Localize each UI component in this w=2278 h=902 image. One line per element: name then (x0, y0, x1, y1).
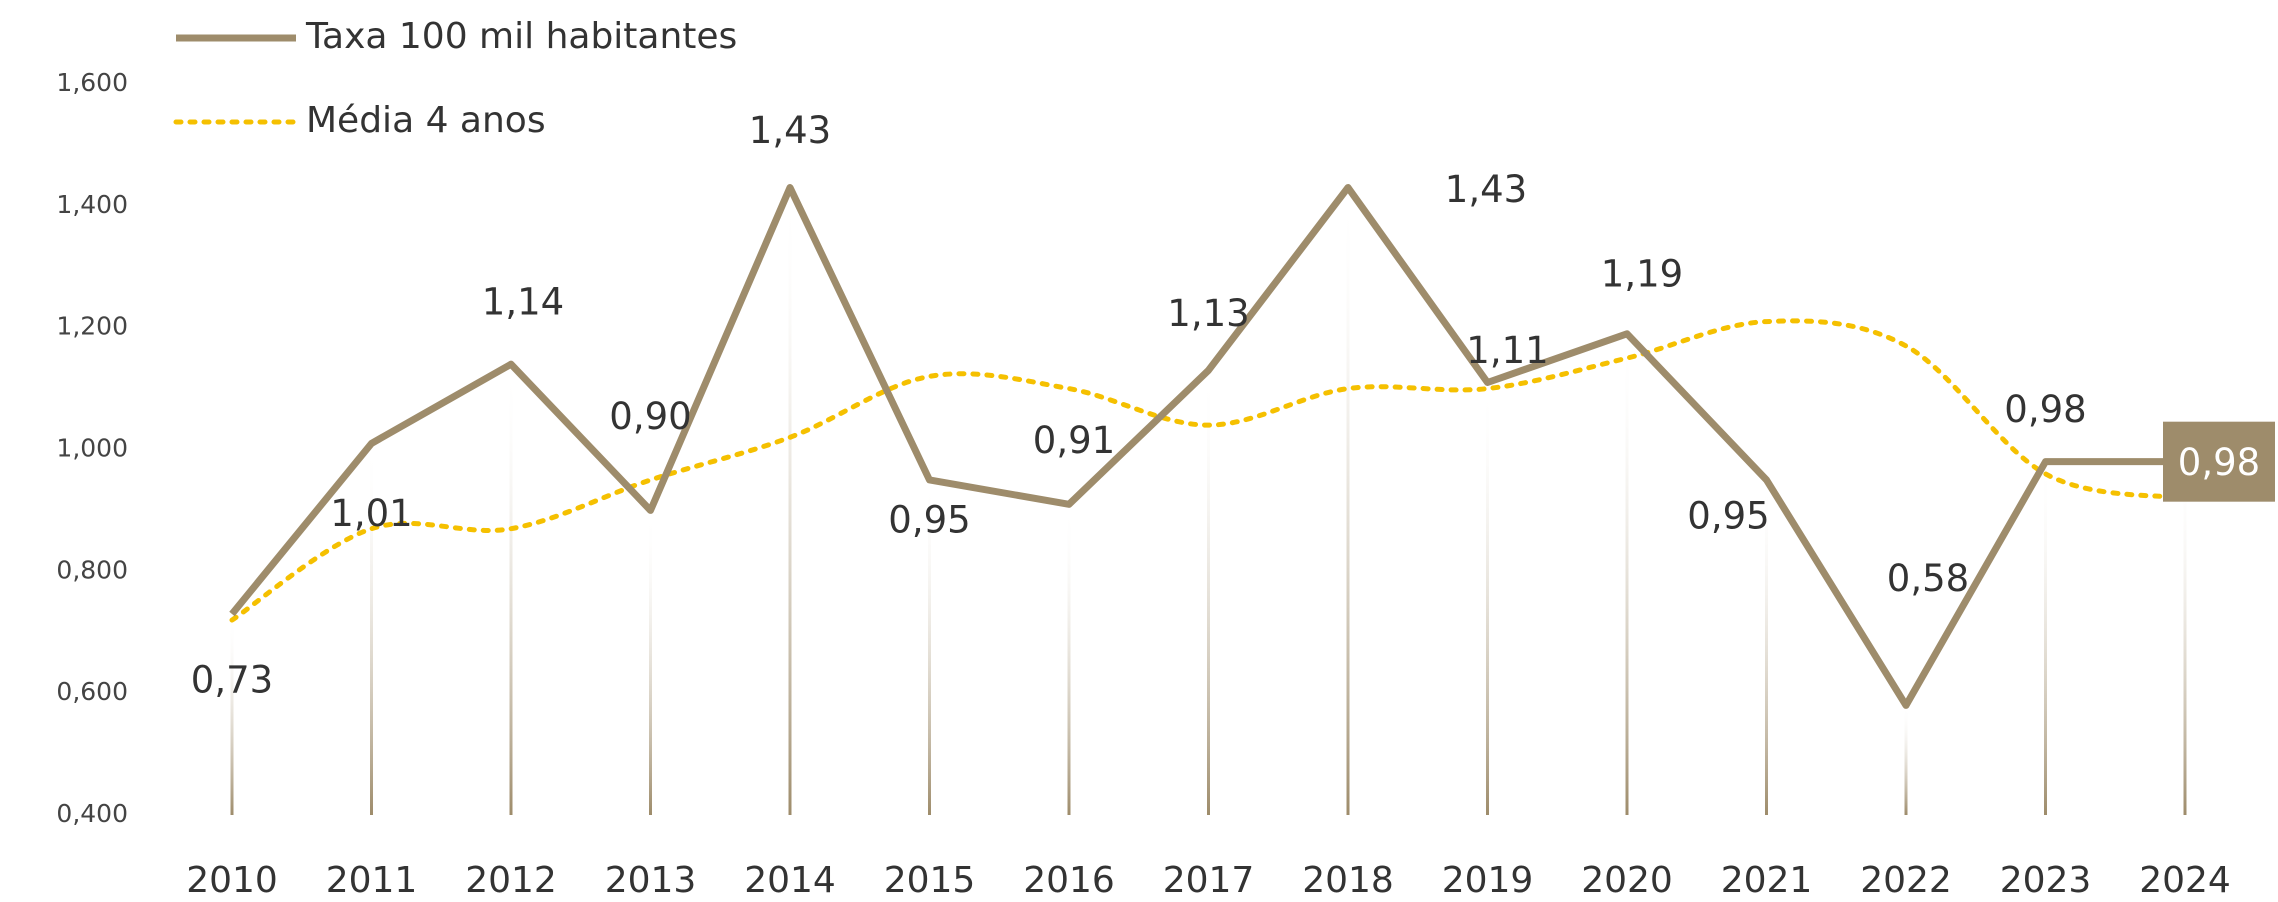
x-tick-label: 2010 (186, 860, 278, 901)
data-label: 0,73 (191, 658, 273, 701)
drop-line (2044, 461, 2047, 815)
data-label: 1,14 (482, 281, 564, 324)
data-label: 0,91 (1033, 419, 1115, 462)
x-tick-label: 2011 (326, 860, 418, 901)
x-tick-label: 2024 (2139, 860, 2231, 901)
y-tick-label: 1,200 (56, 312, 128, 341)
drop-line (649, 510, 652, 815)
drop-line (1904, 705, 1908, 815)
drop-line (509, 364, 513, 815)
x-tick-label: 2017 (1163, 860, 1255, 901)
drop-line (788, 187, 792, 815)
data-label: 0,95 (888, 498, 970, 541)
data-label: 0,98 (2004, 388, 2086, 431)
drop-line (1625, 333, 1629, 815)
drop-line (928, 479, 931, 815)
x-tick-label: 2019 (1442, 860, 1534, 901)
drop-line (1346, 187, 1350, 815)
y-tick-label: 1,000 (56, 434, 128, 463)
data-label-box (2163, 421, 2275, 502)
data-label: 1,13 (1167, 292, 1249, 335)
data-label: 1,43 (749, 109, 831, 152)
drop-line (2183, 461, 2187, 815)
x-tick-label: 2013 (605, 860, 697, 901)
y-tick-label: 0,400 (56, 799, 128, 828)
y-tick-label: 1,400 (56, 190, 128, 219)
data-label: 0,58 (1887, 557, 1969, 600)
data-label: 0,95 (1687, 494, 1769, 537)
y-tick-label: 0,600 (56, 677, 128, 706)
data-label: 1,19 (1601, 252, 1683, 295)
drop-line (1765, 479, 1768, 815)
data-label: 1,11 (1466, 329, 1548, 372)
x-tick-label: 2021 (1721, 860, 1813, 901)
x-tick-label: 2023 (2000, 860, 2092, 901)
drop-line (370, 443, 373, 815)
data-label: 1,01 (330, 492, 412, 535)
x-tick-label: 2015 (884, 860, 976, 901)
drop-line (1486, 382, 1489, 815)
x-tick-label: 2016 (1023, 860, 1115, 901)
legend-label: Taxa 100 mil habitantes (305, 16, 737, 57)
x-tick-label: 2020 (1581, 860, 1673, 901)
drop-line (230, 613, 234, 815)
data-label: 0,90 (609, 395, 691, 438)
data-label: 0,98 (2178, 441, 2260, 484)
y-tick-label: 0,800 (56, 555, 128, 584)
series-line (229, 184, 2185, 709)
series-line (229, 318, 2188, 623)
data-label: 1,43 (1445, 168, 1527, 211)
x-tick-label: 2018 (1302, 860, 1394, 901)
x-tick-label: 2022 (1860, 860, 1952, 901)
legend-label: Média 4 anos (306, 100, 546, 141)
drop-line (1067, 504, 1071, 815)
x-tick-label: 2012 (465, 860, 557, 901)
drop-line (1207, 370, 1210, 815)
x-tick-label: 2014 (744, 860, 836, 901)
y-tick-label: 1,600 (56, 68, 128, 97)
